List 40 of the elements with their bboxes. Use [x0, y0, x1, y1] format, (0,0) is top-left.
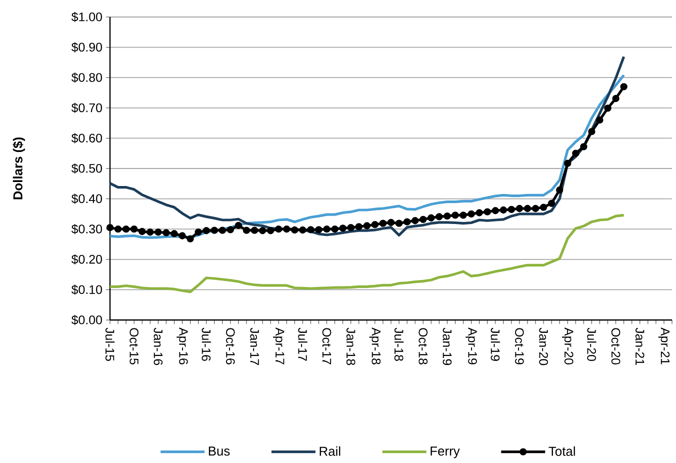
legend-label: Bus	[208, 446, 230, 456]
x-tick-label: Jan-17	[250, 328, 259, 365]
x-tick-label: Jul-19	[490, 328, 500, 361]
x-tick-label: Oct-17	[322, 328, 332, 364]
legend-label: Rail	[320, 446, 340, 456]
y-tick-label: $1.00	[71, 12, 102, 22]
x-tick-label: Apr-18	[369, 328, 381, 364]
x-tick-label: Oct-18	[418, 328, 428, 364]
legend-label: Total	[548, 446, 575, 456]
x-tick-label: Jul-20	[587, 328, 596, 361]
x-tick-label: Apr-19	[466, 328, 477, 364]
y-axis-title: Dollars ($)	[12, 137, 25, 200]
x-tick-label: Oct-15	[130, 328, 138, 364]
y-tick-label: $0.30	[71, 224, 102, 234]
x-tick-label: Apr-21	[658, 328, 670, 364]
x-tick-label: Jan-19	[442, 328, 452, 366]
legend-label: Ferry	[430, 446, 460, 458]
x-tick-label: Apr-16	[176, 328, 188, 364]
y-tick-label: $0.40	[71, 194, 102, 204]
y-tick-label: $0.10	[71, 284, 102, 295]
x-tick-label: Oct-20	[611, 328, 620, 364]
x-tick-label: Jul-18	[394, 328, 404, 361]
x-tick-label: Jul-17	[298, 328, 308, 361]
y-tick-label: $0.50	[71, 163, 102, 174]
x-tick-label: Jan-18	[346, 328, 356, 366]
x-tick-label: Jan-16	[154, 328, 163, 366]
y-tick-label: $0.80	[71, 72, 102, 83]
x-tick-label: Jan-20	[539, 328, 548, 366]
y-tick-label: $0.60	[71, 133, 102, 144]
x-tick-label: Apr-17	[273, 328, 284, 364]
x-tick-label: Oct-16	[226, 328, 235, 364]
x-tick-label: Apr-20	[562, 328, 574, 364]
y-tick-label: $0.00	[71, 314, 102, 326]
y-tick-label: $0.90	[71, 42, 102, 52]
x-tick-label: Jan-21	[635, 328, 644, 365]
x-tick-label: Oct-19	[515, 328, 524, 364]
y-tick-label: $0.70	[71, 102, 102, 113]
x-tick-label: Jul-15	[105, 328, 115, 361]
y-tick-label: $0.20	[71, 254, 102, 264]
x-tick-label: Jul-16	[202, 328, 211, 361]
